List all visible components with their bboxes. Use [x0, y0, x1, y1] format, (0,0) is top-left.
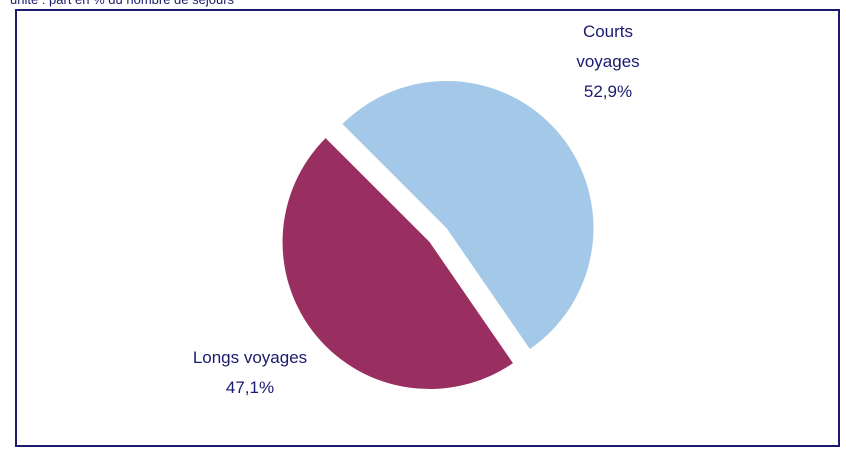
value-label-longs: 47,1%: [226, 378, 274, 397]
pie-slice-longs-voyages: [282, 138, 513, 390]
label-courts-line1: Courts: [583, 22, 633, 41]
pie-chart: Courts voyages 52,9% Longs voyages 47,1%: [193, 22, 640, 397]
chart-frame: Courts voyages 52,9% Longs voyages 47,1%: [15, 9, 840, 447]
value-label-courts: 52,9%: [584, 82, 632, 101]
pie-slice-courts-voyages: [342, 80, 594, 350]
label-longs: Longs voyages: [193, 348, 307, 367]
unit-caption: unité : part en % du nombre de séjours: [10, 0, 234, 8]
label-courts-line2: voyages: [576, 52, 639, 71]
